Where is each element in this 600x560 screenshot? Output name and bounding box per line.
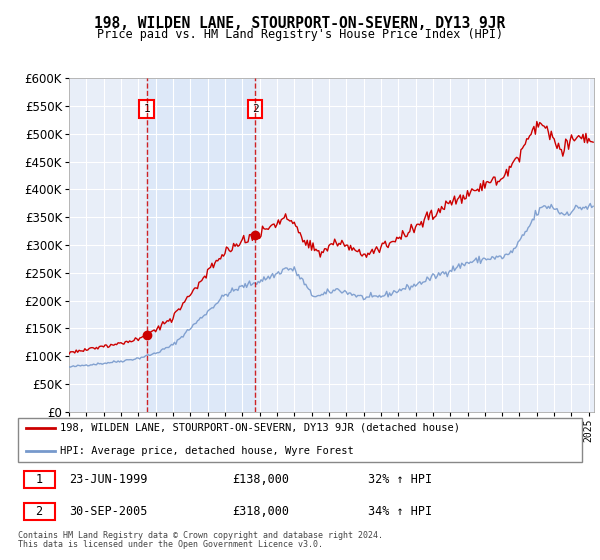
Text: 23-JUN-1999: 23-JUN-1999 — [69, 473, 147, 486]
Text: 32% ↑ HPI: 32% ↑ HPI — [368, 473, 432, 486]
Bar — [146, 78, 255, 412]
Text: This data is licensed under the Open Government Licence v3.0.: This data is licensed under the Open Gov… — [18, 540, 323, 549]
Text: 198, WILDEN LANE, STOURPORT-ON-SEVERN, DY13 9JR (detached house): 198, WILDEN LANE, STOURPORT-ON-SEVERN, D… — [60, 423, 460, 433]
Text: 1: 1 — [35, 473, 43, 486]
Text: 2: 2 — [35, 505, 43, 518]
Text: HPI: Average price, detached house, Wyre Forest: HPI: Average price, detached house, Wyre… — [60, 446, 354, 456]
FancyBboxPatch shape — [23, 470, 55, 488]
Text: 198, WILDEN LANE, STOURPORT-ON-SEVERN, DY13 9JR: 198, WILDEN LANE, STOURPORT-ON-SEVERN, D… — [94, 16, 506, 31]
Text: 34% ↑ HPI: 34% ↑ HPI — [368, 505, 432, 518]
Text: Contains HM Land Registry data © Crown copyright and database right 2024.: Contains HM Land Registry data © Crown c… — [18, 531, 383, 540]
Text: £138,000: £138,000 — [232, 473, 289, 486]
Text: £318,000: £318,000 — [232, 505, 289, 518]
Text: 2: 2 — [252, 104, 259, 114]
Text: 1: 1 — [143, 104, 150, 114]
FancyBboxPatch shape — [23, 503, 55, 520]
FancyBboxPatch shape — [18, 418, 582, 462]
Text: Price paid vs. HM Land Registry's House Price Index (HPI): Price paid vs. HM Land Registry's House … — [97, 28, 503, 41]
Text: 30-SEP-2005: 30-SEP-2005 — [69, 505, 147, 518]
